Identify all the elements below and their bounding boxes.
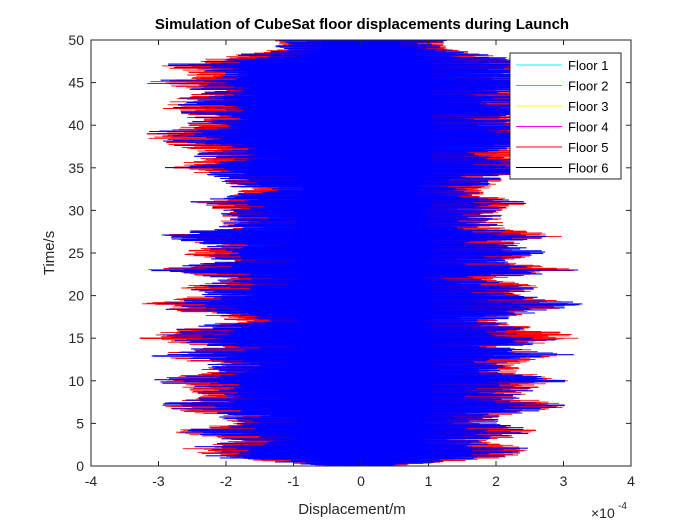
x-tick-label: 4 xyxy=(627,473,635,489)
legend-label: Floor 1 xyxy=(568,58,608,73)
x-tick-label: -2 xyxy=(220,473,233,489)
series-core-fill xyxy=(290,40,432,466)
x-exponent-power: -4 xyxy=(618,501,627,512)
y-tick-label: 15 xyxy=(68,330,84,346)
x-tick-label: -3 xyxy=(152,473,165,489)
x-exponent: ×10 -4 xyxy=(591,501,627,521)
y-axis-label: Time/s xyxy=(41,231,58,275)
x-tick-label: -1 xyxy=(287,473,300,489)
x-tick-label: -4 xyxy=(85,473,98,489)
data-marks xyxy=(139,39,583,467)
legend[interactable]: Floor 1 Floor 2 Floor 3 Floor 4 Floor 5 Floor… xyxy=(509,52,622,180)
y-tick-label: 35 xyxy=(68,160,84,176)
legend-label: Floor 5 xyxy=(568,140,608,155)
y-tick-label: 45 xyxy=(68,75,84,91)
y-tick-label: 40 xyxy=(68,117,84,133)
legend-box xyxy=(509,52,622,180)
y-tick-label: 10 xyxy=(68,373,84,389)
x-axis-label: Displacement/m xyxy=(298,501,406,518)
x-exponent-base: ×10 xyxy=(591,505,615,521)
x-tick-label: 1 xyxy=(425,473,433,489)
y-tick-label: 50 xyxy=(68,32,84,48)
y-tick-label: 30 xyxy=(68,202,84,218)
x-tick-label: 0 xyxy=(357,473,365,489)
legend-label: Floor 3 xyxy=(568,99,608,114)
y-tick-label: 5 xyxy=(76,415,84,431)
x-tick-label: 2 xyxy=(492,473,500,489)
chart-title: Simulation of CubeSat floor displacement… xyxy=(155,16,569,33)
y-tick-label: 0 xyxy=(76,458,84,474)
x-tick-label: 3 xyxy=(560,473,568,489)
y-tick-label: 20 xyxy=(68,288,84,304)
y-tick-label: 25 xyxy=(68,245,84,261)
legend-label: Floor 4 xyxy=(568,120,608,135)
legend-label: Floor 6 xyxy=(568,161,608,176)
legend-label: Floor 2 xyxy=(568,79,608,94)
